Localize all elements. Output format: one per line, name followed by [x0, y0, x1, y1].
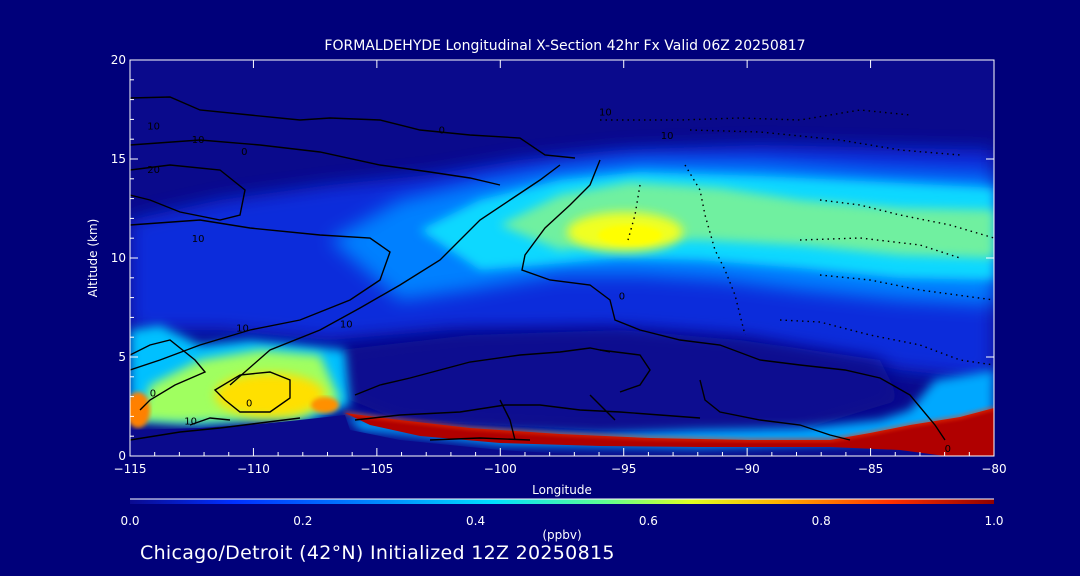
plume-core-inner — [598, 225, 662, 245]
y-tick-label: 15 — [111, 152, 126, 166]
x-tick-label: −110 — [237, 462, 270, 476]
contour-labels: 10 10 0 10 20 10 0 10 10 0 0 0 10 10 0 — [147, 107, 951, 455]
contour-label: 10 — [236, 323, 249, 334]
surface-halo — [345, 370, 994, 448]
heatmap-field: 10 10 0 10 20 10 0 10 10 0 0 0 10 10 0 — [130, 60, 994, 456]
contour-label: 10 — [340, 319, 353, 330]
contour-label: 10 — [192, 135, 205, 146]
contour-label: 10 — [184, 416, 197, 427]
y-axis: 0 5 10 15 20 — [111, 53, 994, 463]
contour-label: 20 — [147, 165, 160, 176]
colorbar-tick-label: 0.2 — [293, 514, 312, 528]
colorbar-tick-label: 0.6 — [639, 514, 658, 528]
y-tick-label: 5 — [118, 350, 126, 364]
contour-label: 0 — [150, 389, 156, 400]
contour-label: 0 — [246, 399, 252, 410]
colorbar-tick-label: 0.0 — [120, 514, 139, 528]
surface-ribbon — [345, 408, 994, 456]
bl-west-orange-b — [130, 392, 150, 428]
x-tick-label: −85 — [858, 462, 883, 476]
y-tick-label: 20 — [111, 53, 126, 67]
y-tick-label: 10 — [111, 251, 126, 265]
contour-lines — [130, 96, 946, 441]
x-axis-label: Longitude — [532, 483, 592, 497]
x-tick-label: −95 — [611, 462, 636, 476]
x-tick-label: −90 — [734, 462, 759, 476]
contour-label: 10 — [599, 107, 612, 118]
contour-label: 10 — [661, 131, 674, 142]
chart-title: FORMALDEHYDE Longitudinal X-Section 42hr… — [324, 38, 805, 54]
colorbar — [130, 499, 994, 504]
y-tick-label: 0 — [118, 449, 126, 463]
y-axis-label: Altitude (km) — [86, 219, 100, 298]
field-dark-pocket — [340, 330, 900, 430]
surface-ribbon-edge — [344, 407, 994, 441]
x-tick-label: −100 — [484, 462, 517, 476]
contour-label: 0 — [945, 444, 951, 455]
x-tick-label: −105 — [360, 462, 393, 476]
bl-west-yellow — [215, 373, 325, 417]
colorbar-tick-label: 1.0 — [984, 514, 1003, 528]
colorbar-tick-label: 0.8 — [812, 514, 831, 528]
contour-lines-dotted — [600, 109, 994, 366]
contour-label: 10 — [192, 234, 205, 245]
colorbar-label: (ppbv) — [542, 528, 581, 542]
x-tick-label: −115 — [114, 462, 147, 476]
bl-west-orange-a — [311, 397, 339, 413]
contour-label: 0 — [619, 292, 625, 303]
x-tick-label: −80 — [981, 462, 1006, 476]
footer-caption: Chicago/Detroit (42°N) Initialized 12Z 2… — [140, 542, 615, 564]
colorbar-tick-label: 0.4 — [466, 514, 485, 528]
contour-label: 0 — [439, 125, 445, 136]
contour-label: 0 — [241, 147, 247, 158]
x-axis: −115 −110 −105 −100 −95 −90 −85 −80 — [114, 60, 1007, 476]
colorbar-ticks: 0.0 0.2 0.4 0.6 0.8 1.0 — [120, 514, 1003, 528]
contour-label: 10 — [147, 121, 160, 132]
